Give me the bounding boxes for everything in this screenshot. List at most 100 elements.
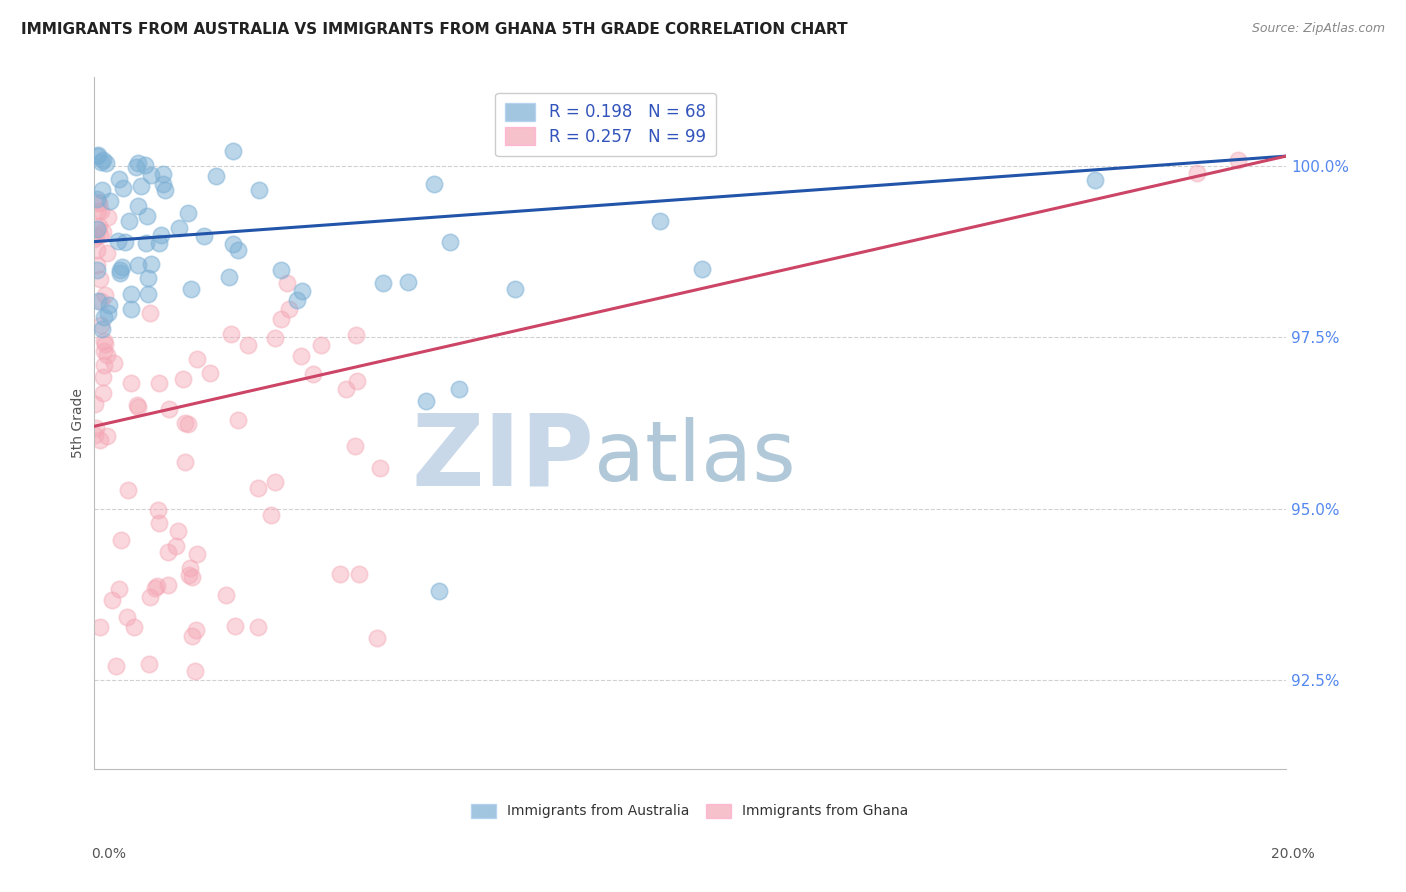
Point <box>136 209 159 223</box>
Point <box>291 284 314 298</box>
Point <box>186 547 208 561</box>
Point <box>108 266 131 280</box>
Point <box>423 177 446 191</box>
Point <box>89 196 111 211</box>
Point <box>98 194 121 208</box>
Point <box>87 294 110 309</box>
Point <box>97 210 120 224</box>
Point <box>86 258 108 272</box>
Point <box>148 516 170 530</box>
Point <box>91 385 114 400</box>
Point <box>157 401 180 416</box>
Point <box>114 235 136 249</box>
Point <box>165 539 187 553</box>
Point <box>263 331 285 345</box>
Point <box>173 455 195 469</box>
Point <box>94 337 117 351</box>
Text: atlas: atlas <box>595 417 796 498</box>
Point <box>276 276 298 290</box>
Point <box>264 475 287 489</box>
Point <box>125 399 148 413</box>
Point <box>86 262 108 277</box>
Point <box>104 658 127 673</box>
Point <box>91 370 114 384</box>
Point <box>270 312 292 326</box>
Point <box>180 282 202 296</box>
Point <box>167 524 190 538</box>
Point <box>368 461 391 475</box>
Point <box>117 483 139 497</box>
Point <box>141 168 163 182</box>
Point <box>247 183 270 197</box>
Point <box>83 232 105 246</box>
Point <box>108 172 131 186</box>
Point <box>108 263 131 277</box>
Point <box>87 204 110 219</box>
Point <box>127 400 149 414</box>
Point <box>176 206 198 220</box>
Point <box>90 318 112 332</box>
Point <box>107 234 129 248</box>
Point <box>228 243 250 257</box>
Point <box>181 570 204 584</box>
Point <box>153 183 176 197</box>
Point <box>103 356 125 370</box>
Point <box>111 260 134 274</box>
Point <box>101 592 124 607</box>
Point <box>148 235 170 250</box>
Point <box>93 358 115 372</box>
Y-axis label: 5th Grade: 5th Grade <box>72 388 86 458</box>
Point <box>427 583 450 598</box>
Point <box>146 579 169 593</box>
Point <box>136 287 159 301</box>
Point <box>302 367 325 381</box>
Point <box>86 221 108 235</box>
Point <box>184 665 207 679</box>
Point <box>96 429 118 443</box>
Point <box>371 276 394 290</box>
Point <box>90 204 112 219</box>
Point <box>270 263 292 277</box>
Point <box>184 624 207 638</box>
Point <box>277 302 299 317</box>
Point <box>152 167 174 181</box>
Point <box>152 178 174 192</box>
Point <box>93 334 115 348</box>
Point <box>84 397 107 411</box>
Point <box>127 199 149 213</box>
Point <box>91 183 114 197</box>
Point <box>149 228 172 243</box>
Point <box>89 433 111 447</box>
Point <box>91 225 114 239</box>
Point <box>1084 173 1107 187</box>
Point <box>97 306 120 320</box>
Point <box>90 322 112 336</box>
Point <box>1185 166 1208 180</box>
Point <box>129 178 152 193</box>
Point <box>98 298 121 312</box>
Point <box>127 258 149 272</box>
Point <box>125 161 148 175</box>
Point <box>93 288 115 302</box>
Point <box>344 439 367 453</box>
Point <box>127 156 149 170</box>
Point <box>110 533 132 547</box>
Point <box>344 328 367 343</box>
Point <box>215 588 238 602</box>
Point <box>447 382 470 396</box>
Point <box>143 582 166 596</box>
Point <box>87 219 110 234</box>
Point <box>138 657 160 672</box>
Point <box>290 349 312 363</box>
Point <box>139 590 162 604</box>
Point <box>86 192 108 206</box>
Point <box>198 367 221 381</box>
Point <box>148 376 170 391</box>
Point <box>93 310 115 324</box>
Point <box>86 149 108 163</box>
Point <box>221 327 243 342</box>
Text: ZIP: ZIP <box>412 409 595 506</box>
Point <box>222 144 245 158</box>
Point <box>179 561 201 575</box>
Point <box>134 158 156 172</box>
